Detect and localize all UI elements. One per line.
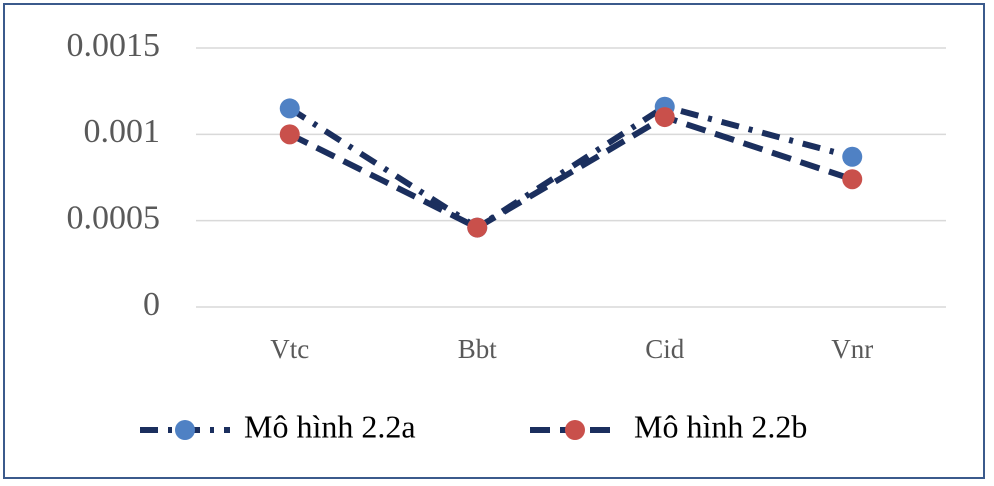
data-point (842, 169, 863, 190)
legend-marker (175, 420, 195, 440)
legend-label: Mô hình 2.2b (634, 408, 807, 444)
data-point (279, 124, 300, 145)
data-point (842, 146, 863, 167)
x-tick-label: Vnr (831, 334, 873, 364)
y-tick-label: 0 (143, 286, 160, 323)
legend-marker (565, 420, 585, 440)
y-tick-label: 0.0015 (67, 27, 161, 64)
y-tick-label: 0.001 (84, 113, 161, 150)
x-tick-label: Bbt (458, 334, 498, 364)
x-tick-label: Vtc (270, 334, 309, 364)
data-point (467, 217, 488, 238)
y-tick-label: 0.0005 (67, 199, 161, 236)
series-line (288, 113, 854, 231)
data-point (654, 107, 675, 128)
data-point (279, 98, 300, 119)
x-tick-label: Cid (645, 334, 685, 364)
legend-label: Mô hình 2.2a (244, 408, 416, 444)
chart-frame (3, 3, 985, 479)
